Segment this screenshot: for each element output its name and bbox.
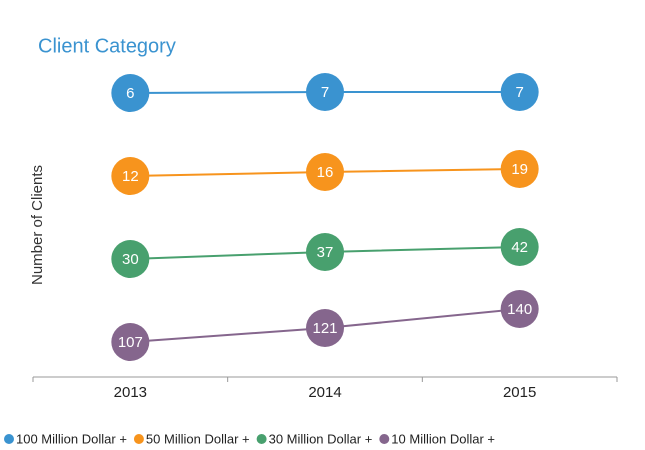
data-label: 107 (118, 334, 143, 351)
data-point (111, 74, 150, 112)
legend-marker (4, 434, 14, 444)
data-point (306, 73, 344, 111)
data-label: 19 (511, 161, 528, 178)
data-label: 7 (515, 84, 523, 101)
legend-marker (133, 434, 144, 444)
legend-label: 30 Million Dollar + (269, 431, 373, 446)
data-point (111, 323, 150, 361)
data-label: 6 (126, 85, 134, 102)
data-label: 121 (312, 320, 337, 337)
data-label: 16 (317, 164, 334, 181)
legend-label: 100 Million Dollar + (16, 431, 127, 446)
data-point (111, 157, 150, 195)
x-tick-label: 2015 (503, 384, 536, 401)
data-point (500, 290, 539, 328)
data-label: 7 (321, 84, 329, 101)
x-tick-label: 2013 (114, 384, 147, 401)
legend-label: 50 Million Dollar + (146, 431, 250, 446)
legend-marker (256, 434, 267, 444)
data-point (306, 233, 344, 271)
data-label: 140 (507, 301, 532, 318)
data-point (111, 240, 150, 278)
y-axis-label: Number of Clients (29, 165, 46, 285)
chart-title: Client Category (38, 35, 176, 57)
data-label: 42 (511, 239, 528, 256)
data-point (306, 309, 344, 347)
data-point (500, 73, 539, 111)
data-point (500, 228, 539, 266)
data-label: 30 (122, 251, 139, 268)
legend-marker (379, 434, 390, 444)
legend-label: 10 Million Dollar + (391, 431, 495, 446)
data-point (500, 150, 539, 188)
data-point (306, 153, 344, 191)
data-label: 12 (122, 168, 139, 185)
x-tick-label: 2014 (308, 384, 341, 401)
data-label: 37 (317, 244, 334, 261)
